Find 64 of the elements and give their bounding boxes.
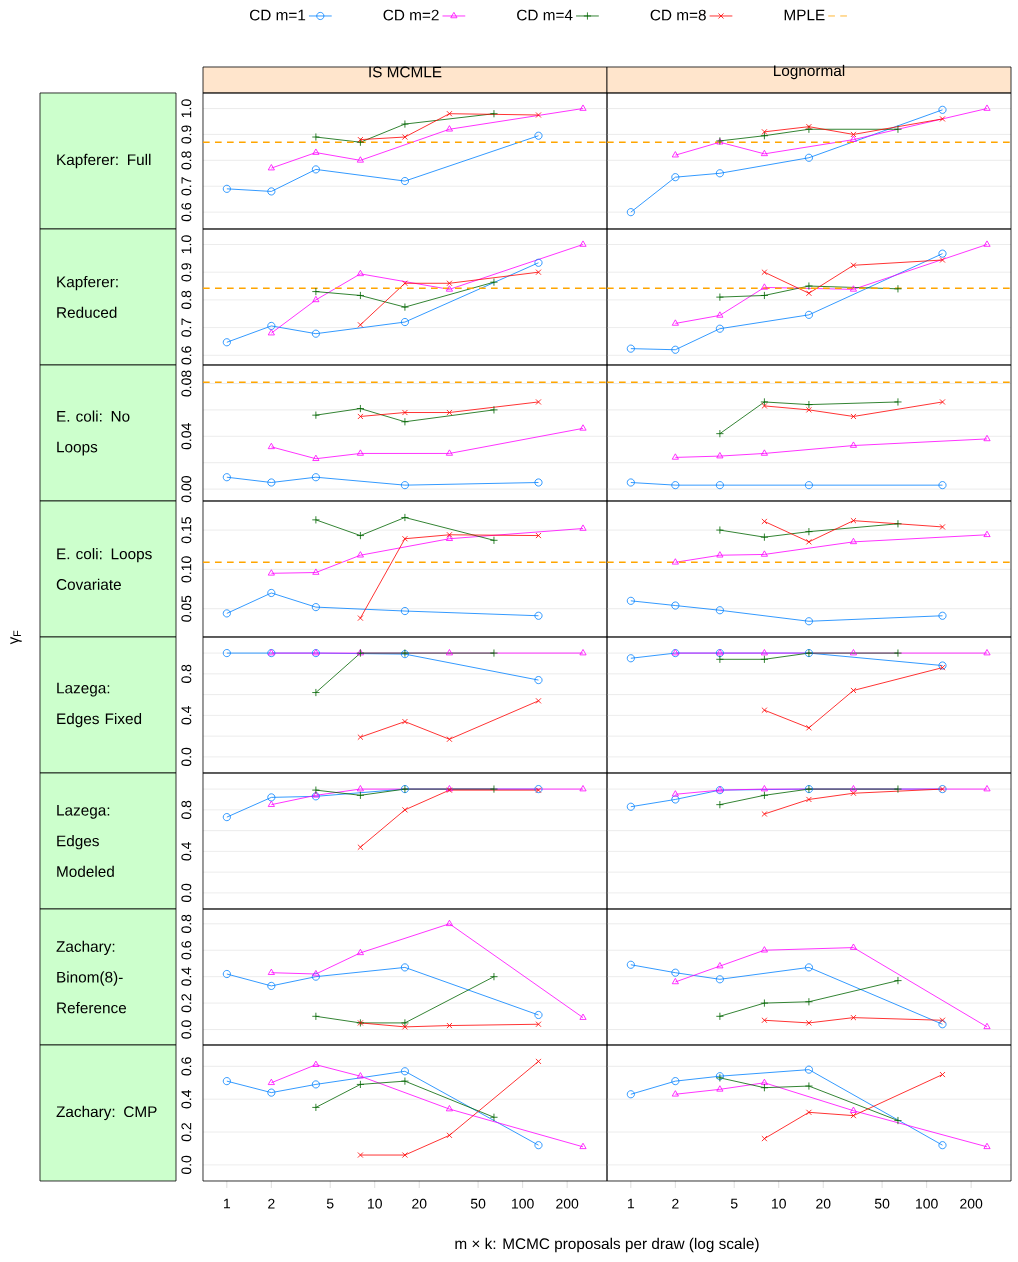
y-tick-label: 0.6 [181,941,192,960]
y-tick-label: 0.4 [181,706,192,725]
y-tick-label: 0.4 [181,1089,192,1109]
y-axis-title: Kapferer: Full [57,153,151,169]
x-tick-label: 2 [672,1198,679,1209]
y-tick-label: 0.8 [181,800,192,820]
y-tick-label: 0.00 [181,476,192,503]
y-tick-label: 0.9 [181,125,192,144]
x-axis-title: m × k: MCMC proposals per draw (log scale) [455,1237,759,1253]
legend-label: CD m=2 [383,9,439,21]
y-tick-label: 0.05 [181,595,192,622]
y-tick-label: 0.10 [181,556,192,583]
x-tick-label: 100 [916,1198,938,1209]
y-tick-label: 0.7 [181,318,192,337]
x-tick-label: 1 [224,1198,231,1209]
legend-label: MPLE [784,9,825,21]
y-tick-label: 0.9 [181,263,192,282]
y-tick-label: 0.0 [181,1155,192,1175]
y-tick-label: 0.6 [181,203,192,222]
y-tick-label: 0.0 [181,883,192,903]
x-tick-label: 100 [512,1198,534,1209]
y-tick-label: 0.6 [181,346,192,365]
legend-label: CD m=8 [650,9,706,21]
x-tick-label: 20 [816,1198,831,1209]
y-tick-label: 0.8 [181,664,192,684]
y-tick-label: 0.8 [181,151,192,170]
y-tick-label: 1.0 [181,99,192,118]
x-tick-label: 50 [874,1198,890,1209]
y-tick-label: 0.0 [181,747,192,767]
x-tick-label: 200 [556,1198,579,1209]
x-tick-label: 10 [772,1198,786,1209]
y-axis-title: E. coli: Loops Covariate [56,548,152,590]
x-tick-label: 20 [412,1198,427,1209]
x-tick-label: 2 [268,1198,275,1209]
chart-title: Lognormal [774,64,845,80]
y-tick-label: 0.15 [181,517,192,544]
y-axis-title: Zachary: CMP [56,1105,157,1121]
y-tick-label: 0.8 [181,914,192,933]
y-tick-label: 0.04 [181,423,192,450]
y-tick-label: 0.7 [181,177,192,196]
y-tick-label: 0.6 [181,1057,192,1076]
y-axis-title: Zachary: Binom(8)-Reference [56,940,127,1014]
x-tick-label: 5 [326,1198,334,1209]
y-tick-label: 0.08 [181,370,192,397]
legend-label: CD m=4 [517,9,573,21]
x-tick-label: 10 [368,1198,382,1209]
x-tick-label: 1 [628,1198,635,1209]
x-tick-label: 200 [960,1198,983,1209]
y-tick-label: 1.0 [181,235,192,254]
y-tick-label: 0.8 [181,290,192,310]
text: γ$_{F}$ [10,630,22,645]
y-tick-label: 0.4 [181,842,192,861]
text: E. coli: No Loops [57,410,130,456]
y-axis-title: Kapferer: Reduced [57,276,118,318]
y-tick-label: 0.0 [181,1020,192,1039]
y-axis-title: Lazega: Edges Modeled [57,804,114,877]
x-tick-label: 50 [470,1198,486,1209]
y-axis-title: Lazega: Edges Fixed [57,682,142,728]
y-tick-label: 0.2 [181,994,192,1013]
y-tick-label: 0.2 [181,1123,192,1142]
x-tick-label: 5 [730,1198,738,1209]
legend-label: CD m=1 [249,9,306,21]
y-tick-label: 0.4 [181,967,192,986]
chart-title: IS MCMLE [369,66,442,78]
